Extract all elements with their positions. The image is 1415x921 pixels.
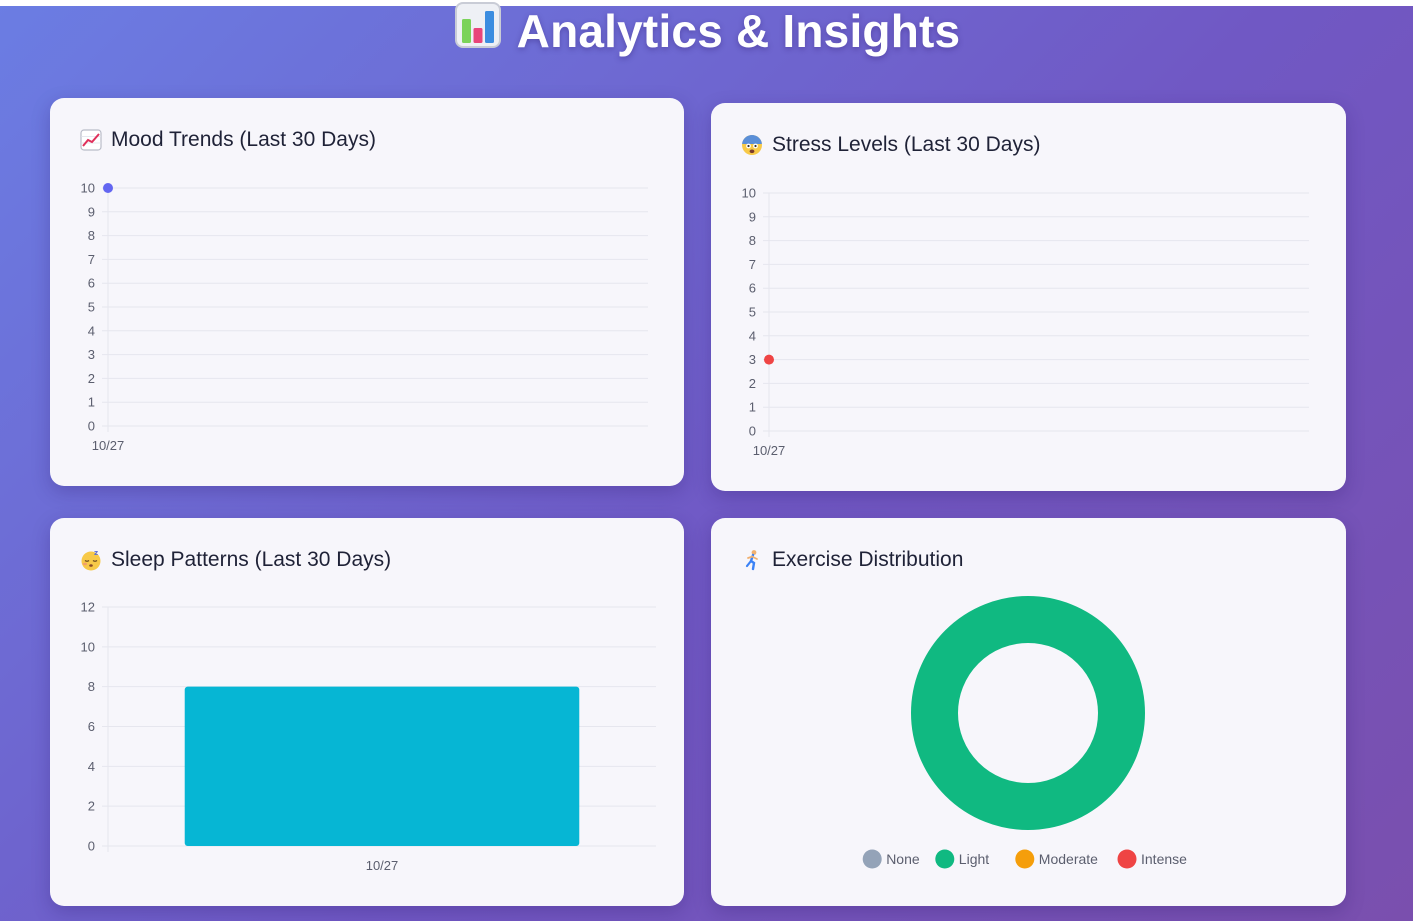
legend-label: None: [886, 851, 920, 867]
mood-trends-chart: 0 1 2 3 4 5 6 7 8 9 10 10/27: [81, 181, 648, 453]
y-tick-label: 0: [749, 424, 756, 439]
running-person-icon: [741, 549, 763, 571]
window-right-edge: [1413, 0, 1415, 921]
y-tick-label: 5: [88, 300, 95, 315]
y-tick-label: 0: [88, 419, 95, 434]
y-tick-label: 5: [749, 305, 756, 320]
exercise-distribution-chart: None Light Moderate Intense: [862, 596, 1187, 869]
x-tick-label: 10/27: [753, 443, 786, 458]
legend-swatch: [1117, 849, 1137, 869]
sleep-patterns-chart: 0 2 4 6 8 10 12 10/27: [81, 600, 656, 873]
y-tick-label: 9: [88, 204, 95, 219]
mood-trends-card: Mood Trends (Last 30 Days) 0 1 2 3 4 5 6 7 8 9 10 1…: [50, 98, 684, 486]
bar-chart-icon: [454, 2, 501, 59]
data-point: [764, 354, 774, 365]
sleep-patterns-title: z Sleep Patterns (Last 30 Days): [80, 548, 391, 572]
y-tick-label: 6: [88, 276, 95, 291]
legend-label: Intense: [1141, 851, 1187, 867]
page-title: Analytics & Insights: [0, 2, 1415, 63]
svg-text:z: z: [94, 549, 98, 557]
y-tick-label: 10: [742, 186, 756, 201]
legend-label: Light: [959, 851, 989, 867]
window-top-edge: [0, 0, 1415, 6]
y-tick-label: 2: [88, 799, 95, 814]
stress-levels-title-text: Stress Levels (Last 30 Days): [772, 133, 1041, 156]
legend-swatch: [862, 849, 882, 869]
y-tick-label: 4: [88, 759, 95, 774]
y-tick-label: 3: [88, 347, 95, 362]
y-tick-label: 7: [88, 252, 95, 267]
mood-trends-title: Mood Trends (Last 30 Days): [80, 128, 376, 152]
y-tick-label: 6: [749, 281, 756, 296]
sleeping-face-icon: z: [80, 549, 102, 571]
y-tick-label: 4: [749, 328, 756, 343]
exercise-distribution-card: Exercise Distribution None Light Moderate I…: [711, 518, 1346, 906]
y-tick-label: 1: [88, 395, 95, 410]
legend-swatch: [1015, 849, 1035, 869]
y-tick-label: 10: [81, 639, 95, 654]
y-tick-label: 9: [749, 209, 756, 224]
page-title-text: Analytics & Insights: [516, 5, 961, 57]
y-tick-label: 3: [749, 352, 756, 367]
data-point: [103, 183, 113, 193]
legend-swatch: [935, 849, 955, 869]
x-tick-label: 10/27: [92, 438, 125, 453]
sleep-patterns-card: z Sleep Patterns (Last 30 Days) 0 2 4 6 8 10 1…: [50, 518, 684, 906]
stress-levels-chart: 0 1 2 3 4 5 6 7 8 9 10 10/27: [742, 186, 1309, 458]
y-tick-label: 10: [81, 181, 95, 196]
stress-levels-card: Stress Levels (Last 30 Days) 0 1 2 3 4 5 6 7 8 9 1…: [711, 103, 1346, 491]
y-tick-label: 6: [88, 719, 95, 734]
y-tick-label: 7: [749, 257, 756, 272]
doughnut-slice: [911, 596, 1145, 830]
y-tick-label: 8: [88, 228, 95, 243]
y-tick-label: 1: [749, 400, 756, 415]
legend-label: Moderate: [1039, 851, 1098, 867]
exercise-distribution-title-text: Exercise Distribution: [772, 548, 964, 571]
y-tick-label: 12: [81, 600, 95, 615]
y-tick-label: 4: [88, 323, 95, 338]
chart-increasing-icon: [80, 129, 102, 151]
y-tick-label: 8: [749, 233, 756, 248]
mood-trends-title-text: Mood Trends (Last 30 Days): [111, 128, 376, 151]
fearful-face-icon: [741, 134, 763, 156]
sleep-patterns-title-text: Sleep Patterns (Last 30 Days): [111, 548, 392, 571]
exercise-distribution-title: Exercise Distribution: [741, 548, 963, 572]
x-tick-label: 10/27: [366, 858, 399, 873]
y-tick-label: 2: [749, 376, 756, 391]
stress-levels-title: Stress Levels (Last 30 Days): [741, 133, 1040, 157]
bar: [184, 686, 580, 846]
y-tick-label: 2: [88, 371, 95, 386]
y-tick-label: 0: [88, 839, 95, 854]
y-tick-label: 8: [88, 679, 95, 694]
